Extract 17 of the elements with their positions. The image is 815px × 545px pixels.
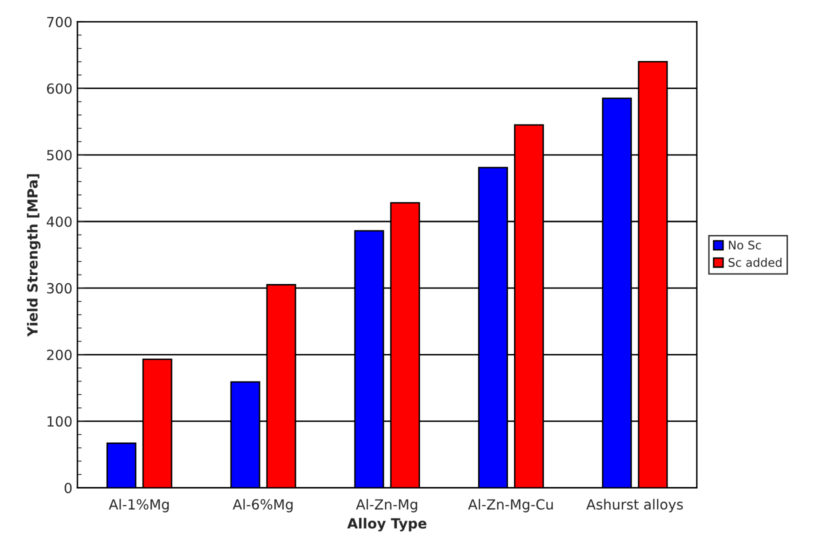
y-tick-label: 100	[48, 416, 72, 427]
y-tick-label: 700	[47, 16, 72, 28]
x-tick-label: Al-Zn-Mg	[356, 498, 418, 512]
y-tick-label: 200	[47, 350, 72, 360]
y-tick-label: 400	[46, 216, 72, 227]
legend-label: Sc added	[728, 258, 782, 267]
y-tick-label: 600	[47, 83, 72, 94]
x-axis-title: Alloy Type	[347, 518, 426, 532]
x-tick-label: Al-6%Mg	[232, 498, 293, 512]
x-tick-label: Ashurst alloys	[586, 498, 683, 512]
y-tick-label: 300	[47, 283, 72, 294]
y-tick-label: 500	[47, 150, 72, 160]
legend-label: No Sc	[728, 240, 761, 250]
x-tick-label: Al-Zn-Mg-Cu	[468, 498, 553, 512]
y-tick-label: 0	[64, 482, 72, 494]
x-tick-label: Al-1%Mg	[108, 498, 169, 512]
y-axis-title: Yield Strength [MPa]	[26, 174, 40, 337]
